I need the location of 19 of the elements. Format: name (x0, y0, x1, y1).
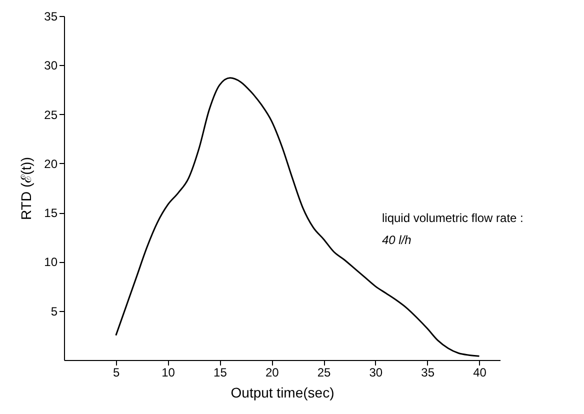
y-tick-label: 20 (44, 156, 58, 171)
x-tick-label: 15 (214, 366, 228, 380)
x-tick-label: 30 (369, 366, 383, 380)
x-tick-label: 40 (473, 366, 487, 380)
annotation: liquid volumetric flow rate : (382, 211, 524, 225)
annotation: 40 l/h (382, 233, 412, 247)
y-tick-label: 35 (44, 10, 58, 24)
x-tick-label: 35 (421, 366, 435, 380)
y-tick-label: 30 (44, 58, 58, 73)
y-tick-label: 15 (44, 206, 58, 220)
y-tick-label: 5 (50, 304, 58, 318)
y-axis-title: RTD (ℰ(t)) (18, 157, 34, 220)
x-tick-label: 20 (265, 366, 280, 380)
x-tick-label: 5 (113, 366, 120, 380)
y-tick-label: 25 (44, 108, 58, 122)
x-tick-label: 25 (317, 366, 332, 380)
y-tick-label: 10 (44, 255, 58, 270)
x-tick-label: 10 (162, 366, 176, 380)
x-axis-title: Output time(sec) (230, 384, 334, 400)
